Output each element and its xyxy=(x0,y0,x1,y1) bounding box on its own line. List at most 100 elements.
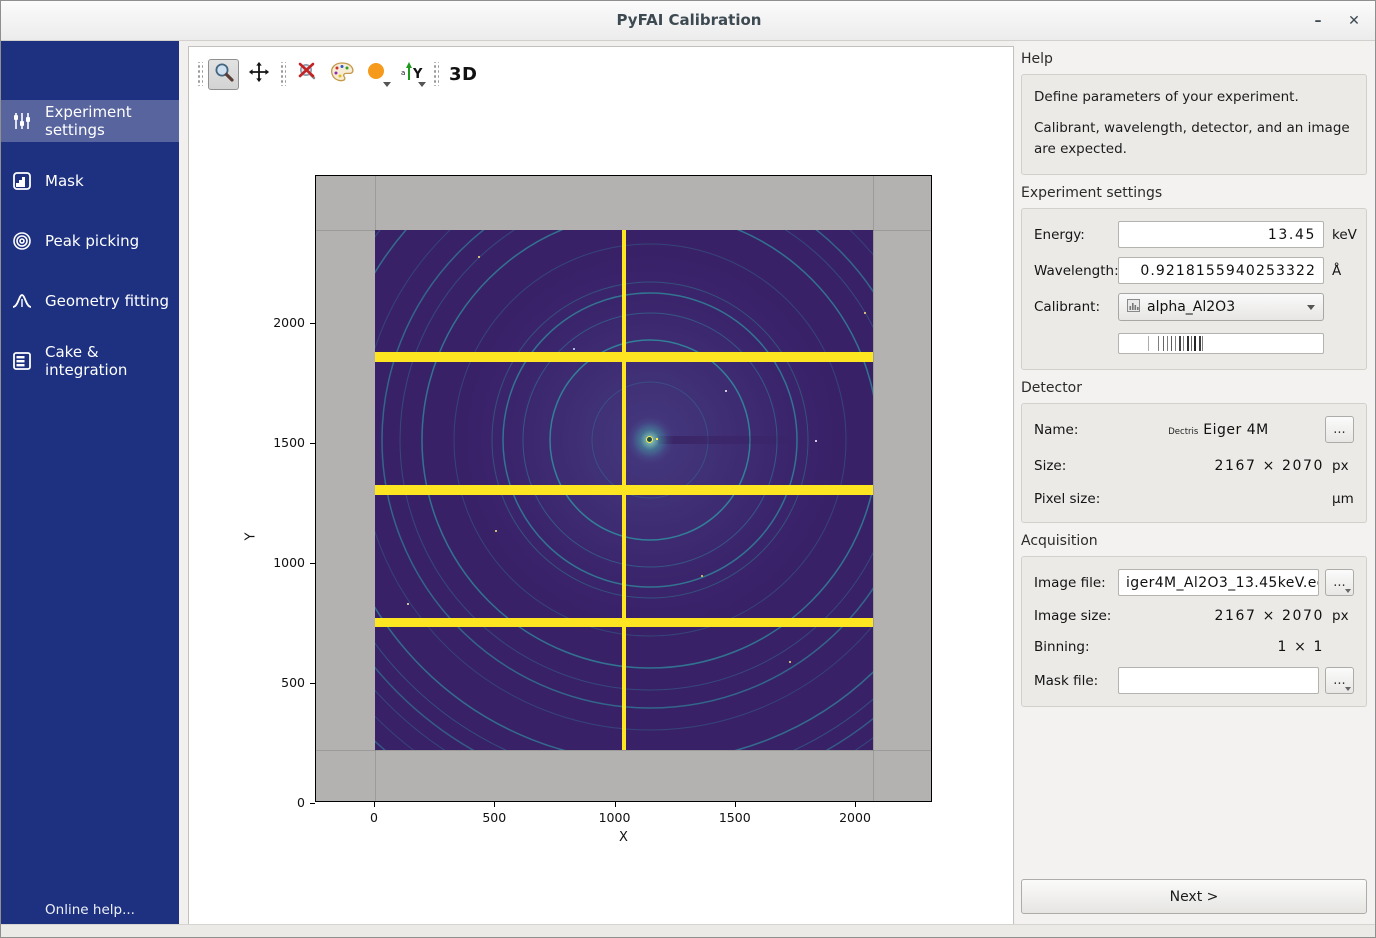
sidebar-item-cake-integration[interactable]: Cake & integration xyxy=(1,340,179,382)
gridline xyxy=(316,750,931,751)
minimize-button[interactable]: – xyxy=(1314,13,1322,29)
sidebar-item-peak-picking[interactable]: Peak picking xyxy=(1,220,179,262)
view-3d-button[interactable]: 3D xyxy=(444,59,482,90)
svg-text:a: a xyxy=(401,69,405,77)
diffraction-ring xyxy=(549,339,751,541)
diffraction-ring xyxy=(491,281,809,599)
image-file-browse-button[interactable]: ... xyxy=(1325,569,1354,596)
wavelength-input[interactable]: 0.9218155940253322 xyxy=(1118,257,1324,284)
detector-section-title: Detector xyxy=(1021,380,1083,396)
toolbar-grip[interactable] xyxy=(196,62,203,86)
energy-label: Energy: xyxy=(1034,226,1085,243)
plot-panel: a Y 3D X 0 xyxy=(188,46,1014,925)
plot-toolbar: a Y 3D xyxy=(193,57,484,91)
mask-file-input[interactable] xyxy=(1118,667,1319,694)
sidebar-item-mask[interactable]: Mask xyxy=(1,160,179,202)
y-axis-orientation-button[interactable]: a Y xyxy=(396,59,427,90)
calibrant-ring-line xyxy=(1191,336,1193,351)
x-tick-label: 1500 xyxy=(718,810,751,825)
chevron-down-icon xyxy=(1345,589,1351,593)
hot-pixel xyxy=(815,440,817,442)
x-tick-label: 0 xyxy=(370,810,378,825)
beam-secondary-dot xyxy=(656,438,658,440)
hot-pixel xyxy=(789,661,791,663)
online-help-link[interactable]: Online help... xyxy=(45,902,135,918)
dropdown-caret-icon xyxy=(383,81,391,87)
diffraction-ring xyxy=(381,230,873,709)
window-titlebar[interactable]: PyFAI Calibration – ✕ xyxy=(1,1,1375,41)
y-axis-arrow-icon: a Y xyxy=(400,60,424,88)
energy-input[interactable]: 13.45 xyxy=(1118,221,1324,248)
diffraction-ring xyxy=(522,312,778,568)
calibrant-label: Calibrant: xyxy=(1034,299,1100,315)
toolbar-grip[interactable] xyxy=(279,62,286,86)
pan-mode-button[interactable] xyxy=(243,59,274,90)
integration-lines-icon xyxy=(11,350,33,372)
detector-size-value: 2167 × 2070 xyxy=(1214,457,1324,474)
zoom-mode-button[interactable] xyxy=(208,58,239,90)
x-tick-mark xyxy=(614,802,616,807)
image-size-value: 2167 × 2070 xyxy=(1214,608,1324,624)
hot-pixel xyxy=(478,256,480,258)
calibrant-ring-line xyxy=(1201,336,1203,351)
wavelength-label: Wavelength: xyxy=(1034,262,1119,279)
move-arrows-icon xyxy=(248,61,270,87)
calibrant-ring-line xyxy=(1157,336,1159,351)
peak-curve-icon xyxy=(11,290,33,312)
detector-image[interactable] xyxy=(375,230,873,750)
acquisition-section-title: Acquisition xyxy=(1021,533,1098,549)
diffraction-ring xyxy=(421,230,873,669)
detector-gap-column xyxy=(622,230,626,750)
image-file-input[interactable]: iger4M_Al2O3_13.45keV.edf xyxy=(1118,569,1319,596)
help-text-1: Define parameters of your experiment. xyxy=(1034,89,1299,105)
binning-value: 1 × 1 xyxy=(1277,639,1324,655)
sidebar-item-label: Geometry fitting xyxy=(45,292,169,310)
help-text-2: Calibrant, wavelength, detector, and an … xyxy=(1034,120,1350,157)
hot-pixel xyxy=(725,390,727,392)
reset-zoom-button[interactable] xyxy=(291,59,322,90)
hot-pixel xyxy=(701,575,703,577)
sidebar-item-experiment-settings[interactable]: Experiment settings xyxy=(1,100,179,142)
dropdown-caret-icon xyxy=(418,81,426,87)
colormap-button[interactable] xyxy=(326,59,357,90)
diffraction-ring xyxy=(453,243,847,637)
energy-unit: keV xyxy=(1332,226,1357,243)
mask-file-label: Mask file: xyxy=(1034,672,1099,689)
detector-model: Eiger 4M xyxy=(1203,421,1269,438)
pixel-size-unit: µm xyxy=(1332,491,1354,507)
calibrant-select[interactable]: alpha_Al2O3 xyxy=(1118,293,1324,321)
experiment-settings-group: Energy: 13.45 keV Wavelength: 0.92181559… xyxy=(1021,208,1367,370)
marker-color-button[interactable] xyxy=(361,59,392,90)
calibrant-ring-line xyxy=(1194,336,1197,351)
chevron-down-icon xyxy=(1345,687,1351,691)
calibrant-ring-line xyxy=(1175,336,1177,351)
gridline xyxy=(873,176,874,801)
calibrant-ring-line xyxy=(1183,336,1185,351)
y-tick-mark xyxy=(310,443,315,444)
window-title: PyFAI Calibration xyxy=(616,11,762,29)
mask-file-browse-button[interactable]: ... xyxy=(1325,667,1354,694)
experiment-section-title: Experiment settings xyxy=(1021,185,1163,201)
image-file-label: Image file: xyxy=(1034,574,1106,591)
detector-group: Name: Dectris Eiger 4M ... Size: 2167 × … xyxy=(1021,403,1367,523)
x-tick-mark xyxy=(374,802,375,807)
toolbar-grip[interactable] xyxy=(432,62,439,86)
wavelength-unit: Å xyxy=(1332,262,1342,279)
sidebar-item-label: Cake & integration xyxy=(45,343,128,379)
y-axis-label: Y xyxy=(243,532,259,541)
x-tick-label: 2000 xyxy=(839,810,871,825)
magnifier-cross-icon xyxy=(296,61,318,87)
sidebar-item-label: Peak picking xyxy=(45,232,140,250)
help-section-title: Help xyxy=(1021,51,1053,67)
close-button[interactable]: ✕ xyxy=(1348,13,1360,29)
diffraction-ring xyxy=(502,292,798,588)
beam-streak xyxy=(658,436,798,444)
detector-more-button[interactable]: ... xyxy=(1325,416,1354,443)
detector-name-label: Name: xyxy=(1034,421,1079,438)
plot-canvas[interactable] xyxy=(315,175,932,802)
next-button[interactable]: Next > xyxy=(1021,879,1367,914)
svg-text:Y: Y xyxy=(412,67,423,82)
calibrant-value: alpha_Al2O3 xyxy=(1147,299,1236,315)
sidebar-item-geometry-fitting[interactable]: Geometry fitting xyxy=(1,280,179,322)
